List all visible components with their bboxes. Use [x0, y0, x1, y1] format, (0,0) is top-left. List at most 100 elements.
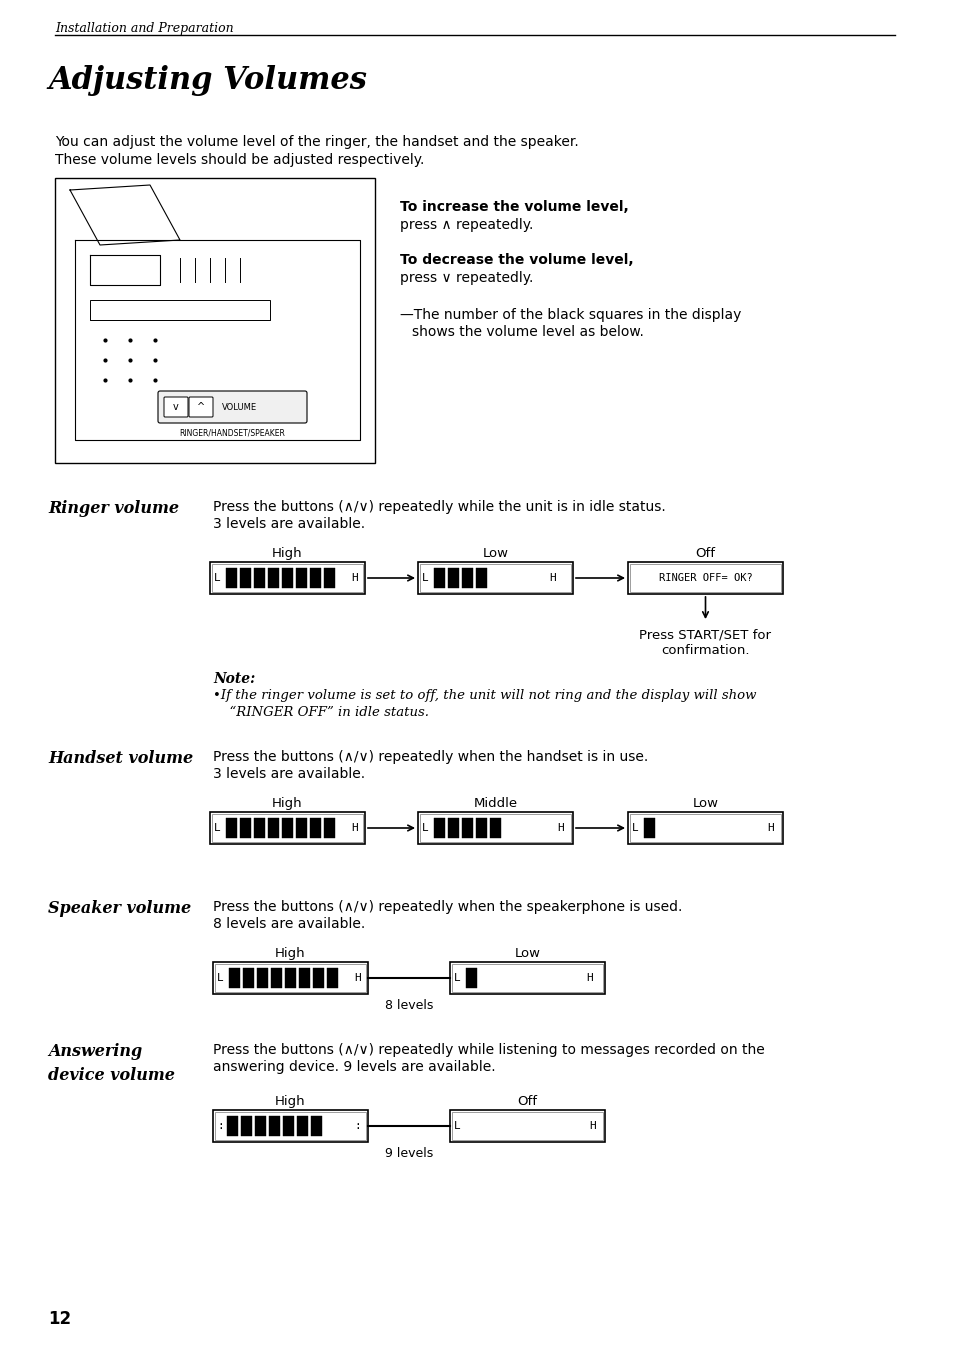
Bar: [226, 817, 236, 838]
Text: L: L: [213, 573, 220, 583]
Bar: [229, 969, 240, 987]
Text: Press the buttons (∧/∨) repeatedly when the speakerphone is used.: Press the buttons (∧/∨) repeatedly when …: [213, 900, 681, 915]
Bar: [324, 817, 335, 838]
Text: —The number of the black squares in the display: —The number of the black squares in the …: [399, 308, 740, 322]
Bar: [448, 817, 458, 838]
Bar: [210, 563, 365, 594]
Bar: [282, 568, 293, 588]
Text: 8 levels are available.: 8 levels are available.: [213, 917, 365, 931]
Text: Off: Off: [517, 1095, 537, 1108]
Bar: [465, 969, 476, 987]
Text: H: H: [586, 973, 593, 983]
Bar: [419, 564, 571, 592]
Text: Press the buttons (∧/∨) repeatedly when the handset is in use.: Press the buttons (∧/∨) repeatedly when …: [213, 750, 648, 764]
Text: VOLUME: VOLUME: [222, 402, 257, 411]
Bar: [90, 299, 270, 320]
Text: Note:: Note:: [213, 672, 255, 687]
Text: •If the ringer volume is set to off, the unit will not ring and the display will: •If the ringer volume is set to off, the…: [213, 689, 756, 701]
Text: Press the buttons (∧/∨) repeatedly while the unit is in idle status.: Press the buttons (∧/∨) repeatedly while…: [213, 500, 665, 514]
Text: Ringer volume: Ringer volume: [48, 500, 179, 517]
Text: L: L: [421, 573, 428, 583]
Text: Press the buttons (∧/∨) repeatedly while listening to messages recorded on the: Press the buttons (∧/∨) repeatedly while…: [213, 1043, 764, 1058]
Bar: [295, 568, 307, 588]
Bar: [448, 568, 458, 588]
Bar: [627, 812, 782, 844]
Text: Low: Low: [514, 947, 540, 960]
Text: confirmation.: confirmation.: [660, 643, 749, 657]
FancyBboxPatch shape: [158, 391, 307, 424]
Bar: [254, 1116, 266, 1136]
Bar: [296, 1116, 308, 1136]
Text: Answering
device volume: Answering device volume: [48, 1043, 174, 1083]
Bar: [311, 1116, 322, 1136]
Text: H: H: [355, 973, 361, 983]
Bar: [452, 965, 602, 992]
Text: Middle: Middle: [473, 797, 517, 809]
Bar: [450, 1110, 604, 1143]
Bar: [214, 1112, 366, 1140]
Bar: [213, 962, 368, 994]
Text: answering device. 9 levels are available.: answering device. 9 levels are available…: [213, 1060, 496, 1074]
Text: L: L: [454, 1121, 460, 1130]
Text: L: L: [421, 823, 428, 832]
Bar: [417, 812, 573, 844]
Bar: [490, 817, 500, 838]
FancyBboxPatch shape: [164, 397, 188, 417]
Bar: [268, 568, 278, 588]
Text: L: L: [213, 823, 220, 832]
Text: RINGER/HANDSET/SPEAKER: RINGER/HANDSET/SPEAKER: [179, 429, 285, 437]
Bar: [295, 817, 307, 838]
Bar: [452, 1112, 602, 1140]
Bar: [450, 962, 604, 994]
Bar: [243, 969, 253, 987]
Text: v: v: [172, 402, 178, 411]
Text: High: High: [274, 1095, 306, 1108]
Bar: [310, 817, 320, 838]
Bar: [227, 1116, 237, 1136]
Text: Handset volume: Handset volume: [48, 750, 193, 768]
Text: 3 levels are available.: 3 levels are available.: [213, 517, 365, 532]
Bar: [627, 563, 782, 594]
Text: press ∧ repeatedly.: press ∧ repeatedly.: [399, 219, 533, 232]
Bar: [241, 1116, 252, 1136]
Text: Low: Low: [482, 546, 508, 560]
Text: High: High: [272, 546, 302, 560]
Bar: [461, 817, 473, 838]
Text: You can adjust the volume level of the ringer, the handset and the speaker.: You can adjust the volume level of the r…: [55, 135, 578, 148]
Bar: [55, 178, 375, 463]
Bar: [476, 817, 486, 838]
Text: These volume levels should be adjusted respectively.: These volume levels should be adjusted r…: [55, 152, 424, 167]
Text: H: H: [767, 823, 774, 832]
Text: H: H: [352, 573, 358, 583]
Text: To increase the volume level,: To increase the volume level,: [399, 200, 628, 214]
Bar: [629, 813, 781, 842]
Bar: [643, 817, 655, 838]
Text: RINGER OFF= OK?: RINGER OFF= OK?: [658, 573, 752, 583]
Bar: [419, 813, 571, 842]
Text: shows the volume level as below.: shows the volume level as below.: [412, 325, 643, 339]
Text: ^: ^: [196, 402, 205, 411]
Text: Adjusting Volumes: Adjusting Volumes: [48, 65, 367, 96]
Text: High: High: [272, 797, 302, 809]
Bar: [253, 568, 265, 588]
Text: Installation and Preparation: Installation and Preparation: [55, 22, 233, 35]
Bar: [417, 563, 573, 594]
Text: “RINGER OFF” in idle status.: “RINGER OFF” in idle status.: [221, 706, 429, 719]
Bar: [214, 965, 366, 992]
Bar: [434, 817, 444, 838]
Bar: [298, 969, 310, 987]
Text: 8 levels: 8 levels: [384, 1000, 433, 1012]
Bar: [310, 568, 320, 588]
Bar: [282, 817, 293, 838]
Text: L: L: [454, 973, 460, 983]
Text: High: High: [274, 947, 306, 960]
Text: :: :: [216, 1121, 224, 1130]
Bar: [240, 568, 251, 588]
Text: 3 levels are available.: 3 levels are available.: [213, 768, 365, 781]
Text: L: L: [631, 823, 639, 832]
Text: To decrease the volume level,: To decrease the volume level,: [399, 254, 633, 267]
Text: press ∨ repeatedly.: press ∨ repeatedly.: [399, 271, 533, 285]
Text: Off: Off: [695, 546, 715, 560]
Bar: [313, 969, 324, 987]
Bar: [283, 1116, 294, 1136]
